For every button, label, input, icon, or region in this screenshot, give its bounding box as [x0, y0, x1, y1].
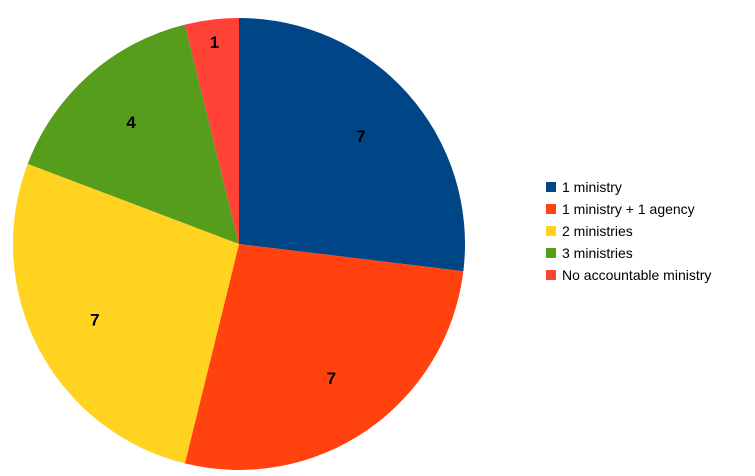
legend-swatch-5	[546, 270, 556, 280]
legend-swatch-3	[546, 226, 556, 236]
legend-label-3: 2 ministries	[562, 223, 633, 239]
data-label-2: 7	[327, 369, 336, 388]
legend-label-4: 3 ministries	[562, 245, 633, 261]
pie-slice-5	[184, 18, 239, 244]
legend-label-5: No accountable ministry	[562, 267, 711, 283]
pie-slice-1	[239, 18, 465, 272]
pie-slice-2	[184, 244, 464, 470]
data-label-4: 4	[126, 113, 136, 132]
pie-data-labels: 7 7 7 4 1	[90, 33, 365, 388]
pie-slice-3	[13, 163, 239, 464]
legend-swatch-2	[546, 204, 556, 214]
legend-label-2: 1 ministry + 1 agency	[562, 201, 695, 217]
pie-slice-4	[27, 24, 239, 244]
data-label-1: 7	[356, 127, 365, 146]
data-label-3: 7	[90, 311, 99, 330]
pie-slices	[13, 18, 465, 470]
legend-label-1: 1 ministry	[562, 179, 622, 195]
legend-swatch-4	[546, 248, 556, 258]
legend-swatch-1	[546, 182, 556, 192]
legend: 1 ministry 1 ministry + 1 agency 2 ministr…	[546, 179, 711, 283]
data-label-5: 1	[210, 33, 219, 52]
